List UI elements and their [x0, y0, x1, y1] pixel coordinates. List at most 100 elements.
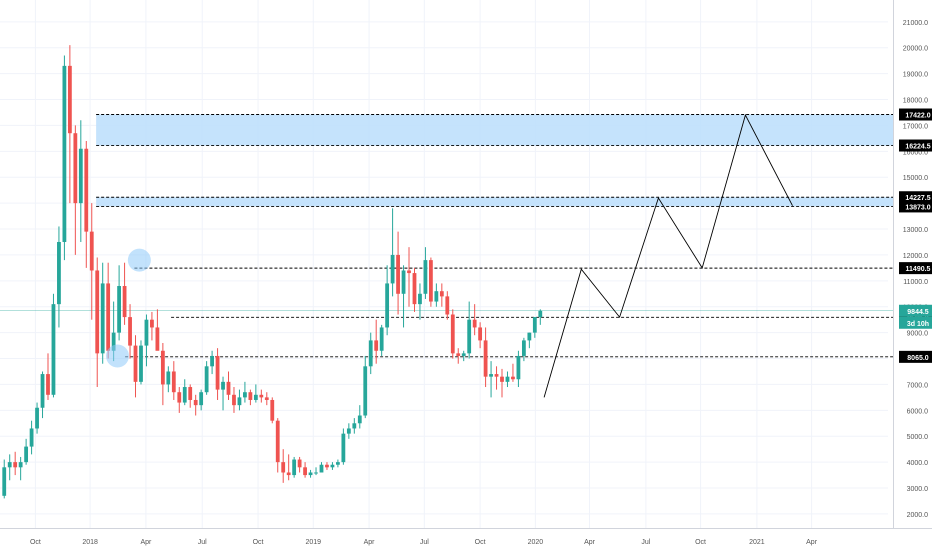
y-tick-label: 3000.0: [907, 486, 929, 493]
candle-body: [117, 286, 122, 333]
candle-body: [357, 415, 362, 424]
candle-body: [521, 340, 526, 356]
x-tick-label: Jul: [420, 539, 429, 546]
x-tick-label: Jul: [641, 539, 650, 546]
y-tick-label: 4000.0: [907, 460, 929, 467]
y-tick-label: 15000.0: [903, 175, 928, 182]
candle-body: [445, 296, 450, 315]
x-tick-label: Oct: [475, 539, 486, 546]
candle-body: [24, 446, 29, 463]
candle-body: [532, 317, 537, 333]
candle-body: [100, 283, 105, 354]
candle-body: [7, 462, 12, 468]
y-tick-label: 9000.0: [907, 331, 929, 338]
candle-body: [150, 319, 154, 328]
candle-body: [275, 420, 280, 463]
candle-body: [139, 345, 143, 382]
candle-body: [221, 381, 225, 390]
candle-body: [51, 304, 56, 395]
candle-body: [95, 270, 100, 354]
candle-body: [73, 133, 78, 204]
y-tick-label: 20000.0: [903, 46, 928, 53]
y-tick-label: 5000.0: [907, 434, 929, 441]
candle-body: [67, 65, 72, 134]
candle-body: [467, 319, 472, 354]
y-tick-label: 17000.0: [903, 123, 928, 130]
candle-body: [182, 387, 187, 403]
candle-body: [407, 270, 411, 274]
candle-body: [243, 392, 247, 398]
level-tag-bg: [899, 262, 932, 275]
price-tag-bg: [899, 304, 932, 317]
x-tick-label: 2019: [306, 539, 322, 546]
candle-body: [538, 310, 543, 318]
y-tick-label: 18000.0: [903, 98, 928, 105]
candle-body: [270, 399, 275, 421]
marker-layer: [105, 248, 151, 368]
level-tag-label: 8065.0: [907, 355, 929, 362]
candle-body: [122, 286, 127, 318]
candle-body: [226, 381, 231, 395]
highlight-circle-top: [127, 248, 151, 272]
candle-body: [439, 291, 444, 297]
candle-body: [35, 407, 39, 429]
candle-body: [456, 353, 461, 356]
candle-body: [2, 467, 7, 496]
y-tick-label: 7000.0: [907, 382, 929, 389]
candle-body: [511, 376, 515, 380]
x-tick-label: Apr: [364, 539, 376, 546]
resistance-zone: [96, 114, 894, 146]
level-tag-label: 17422.0: [905, 113, 930, 120]
candle-body: [494, 374, 499, 377]
y-tick-label: 16000.0: [903, 149, 928, 156]
candle-body: [29, 428, 34, 447]
level-tag-label: 11490.5: [906, 266, 931, 273]
candle-body: [133, 345, 138, 382]
candle-body: [111, 332, 116, 351]
countdown-tag-bg: [899, 316, 932, 329]
x-tick-label: Oct: [695, 539, 706, 546]
x-tick-label: Apr: [806, 539, 818, 546]
countdown-tag-label: 3d 10h: [907, 321, 929, 328]
x-tick-label: Oct: [253, 539, 264, 546]
zone-layer: [96, 114, 894, 207]
candle-body: [516, 355, 521, 380]
candle-body: [434, 291, 439, 302]
candle-body: [374, 340, 379, 351]
candle-body: [237, 397, 242, 406]
y-tick-label: 21000.0: [903, 20, 928, 27]
candle-body: [385, 283, 390, 328]
candle-body: [341, 433, 346, 463]
x-tick-label: 2018: [82, 539, 98, 546]
x-tick-label: Apr: [140, 539, 152, 546]
candle-body: [171, 371, 176, 393]
candle-body: [308, 472, 313, 476]
candle-body: [363, 366, 368, 416]
candles-layer: [2, 45, 543, 499]
resistance-zone: [96, 197, 894, 207]
candle-body: [248, 392, 253, 400]
candle-body: [155, 327, 160, 351]
candle-body: [259, 394, 264, 398]
candle-body: [46, 374, 50, 395]
candle-body: [423, 260, 428, 294]
candle-body: [62, 65, 67, 242]
level-layer: [0, 114, 893, 358]
price-tag-label: 9844.5: [907, 309, 929, 316]
candle-body: [500, 376, 504, 382]
tag-layer: 17422.016224.514227.513873.011490.59591.…: [899, 108, 932, 363]
candle-body: [128, 317, 132, 346]
candle-body: [330, 464, 335, 468]
candle-body: [40, 374, 45, 408]
y-tick-label: 13000.0: [903, 227, 928, 234]
candle-body: [78, 148, 83, 204]
candle-body: [281, 462, 286, 473]
candle-body: [314, 472, 318, 474]
candle-body: [527, 332, 532, 341]
level-tag-bg: [899, 139, 932, 152]
candle-body: [57, 241, 61, 305]
candle-body: [215, 355, 220, 390]
